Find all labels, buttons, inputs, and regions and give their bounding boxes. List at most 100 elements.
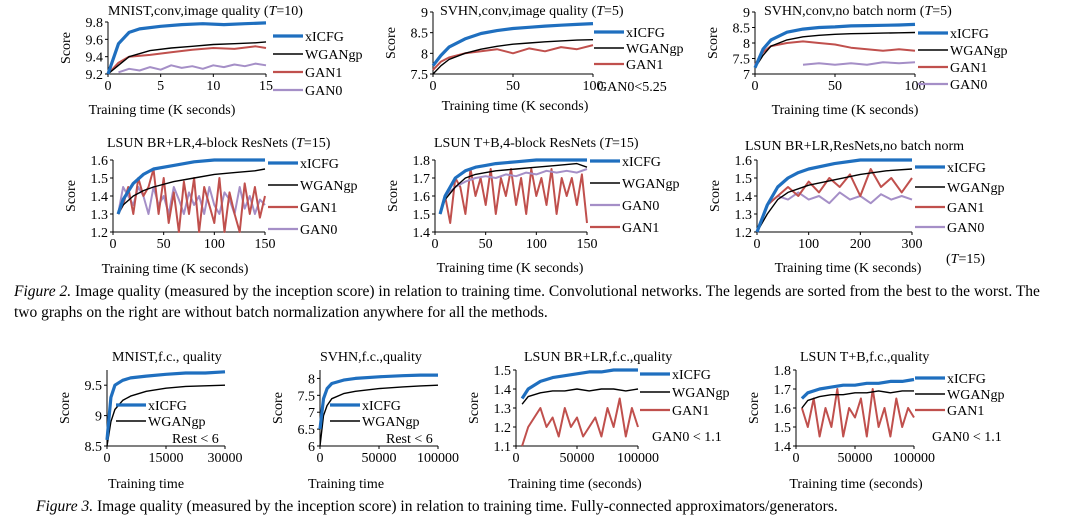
legend-label-wgangp: WGANgp bbox=[305, 48, 363, 63]
figure-3-caption-text: Image quality (measured by the inception… bbox=[93, 498, 838, 515]
chart-title-8: SVHN,f.c.,quality bbox=[320, 350, 422, 365]
x-tick-label-1: 15 bbox=[259, 79, 273, 94]
x-tick-label-7: 30000 bbox=[208, 451, 243, 466]
legend-label-gan1: GAN1 bbox=[947, 201, 984, 216]
x-tick-label-7: 0 bbox=[104, 451, 111, 466]
x-tick-label-8: 50000 bbox=[362, 451, 397, 466]
legend-label-gan1: GAN1 bbox=[947, 404, 984, 419]
y-tick-label-3: 7.5 bbox=[733, 53, 751, 68]
legend-label-xicfg: xICFG bbox=[300, 157, 339, 172]
y-tick-label-9: 1.3 bbox=[494, 402, 512, 417]
y-axis-label-3: Score bbox=[706, 27, 721, 59]
x-tick-label-4: 100 bbox=[204, 237, 225, 252]
y-tick-label-8: 7 bbox=[308, 406, 315, 421]
series-line-wgangp bbox=[319, 384, 439, 447]
legend-label-xicfg: xICFG bbox=[148, 399, 187, 414]
y-tick-label-6: 1.4 bbox=[735, 190, 753, 205]
series-line-xicfg bbox=[800, 377, 915, 400]
chart-title-4: LSUN BR+LR,4-block ResNets (T=15) bbox=[107, 136, 331, 151]
x-tick-label-7: 15000 bbox=[149, 451, 184, 466]
legend-label-wgangp: WGANgp bbox=[626, 42, 684, 57]
y-tick-label-1: 9.2 bbox=[86, 68, 104, 83]
legend-label-wgangp: WGANgp bbox=[947, 388, 1005, 403]
figure-2-caption-lead: Figure 2. bbox=[14, 283, 72, 300]
x-axis-label-10: Training time (seconds) bbox=[789, 477, 923, 492]
series-line-xicfg bbox=[753, 22, 916, 69]
series-line-wgangp bbox=[107, 41, 267, 75]
legend-label-xicfg: xICFG bbox=[947, 372, 986, 387]
legend-label-gan1: GAN1 bbox=[950, 61, 987, 76]
series-line-xicfg bbox=[116, 158, 265, 215]
x-axis-label-8: Training time bbox=[308, 477, 384, 492]
y-tick-label-2: 8 bbox=[421, 47, 428, 62]
x-axis-label-7: Training time bbox=[108, 477, 184, 492]
y-axis-label-2: Score bbox=[384, 27, 399, 59]
chart-panel-6: LSUN BR+LR,ResNets,no batch norm 1.2 1.3 1.… bbox=[708, 139, 1005, 276]
y-tick-label-9: 1.1 bbox=[494, 440, 512, 455]
chart-title-3: SVHN,conv,no batch norm (T=5) bbox=[764, 4, 952, 19]
x-tick-label-8: 100000 bbox=[417, 451, 459, 466]
y-tick-label-10: 1.7 bbox=[774, 383, 792, 398]
chart-note-8: Rest < 6 bbox=[386, 432, 433, 447]
x-axis-label-5: Training time (K seconds) bbox=[437, 261, 584, 276]
x-tick-label-4: 0 bbox=[110, 237, 117, 252]
series-line-xicfg bbox=[520, 368, 638, 400]
y-tick-label-1: 9.6 bbox=[86, 33, 104, 48]
legend-label-wgangp: WGANgp bbox=[148, 415, 206, 430]
y-tick-label-9: 1.2 bbox=[494, 421, 512, 436]
chart-note-2: GAN0<5.25 bbox=[597, 80, 667, 95]
x-tick-label-5: 50 bbox=[479, 237, 493, 252]
series-line-wgangp bbox=[754, 31, 916, 69]
chart-panel-1: MNIST,conv,image quality (T=10) 9.2 9.4 9.6… bbox=[59, 4, 363, 118]
series-line-gan1 bbox=[432, 44, 594, 71]
legend-label-wgangp: WGANgp bbox=[947, 181, 1005, 196]
x-tick-label-4: 150 bbox=[255, 237, 276, 252]
y-tick-label-4: 1.3 bbox=[91, 208, 109, 223]
series-line-wgangp bbox=[117, 168, 266, 215]
legend-label-gan0: GAN0 bbox=[950, 78, 987, 93]
chart-panel-7: MNIST,f.c., quality 8.5 9 9.5 0 15000 30000 Tra… bbox=[58, 350, 243, 492]
legend-label-xicfg: xICFG bbox=[672, 368, 711, 383]
chart-title-7: MNIST,f.c., quality bbox=[112, 350, 222, 365]
legend-label-xicfg: xICFG bbox=[626, 26, 665, 41]
legend-label-gan1: GAN1 bbox=[305, 66, 342, 81]
x-tick-label-2: 100 bbox=[583, 79, 604, 94]
legend-label-gan0: GAN0 bbox=[622, 199, 659, 214]
y-tick-label-8: 7.5 bbox=[298, 389, 316, 404]
series-line-gan1 bbox=[107, 45, 267, 75]
x-axis-label-9: Training time (seconds) bbox=[508, 477, 642, 492]
legend-label-wgangp: WGANgp bbox=[950, 44, 1008, 59]
x-tick-label-6: 200 bbox=[850, 237, 871, 252]
legend-label-gan1: GAN1 bbox=[622, 221, 659, 236]
chart-title-1: MNIST,conv,image quality (T=10) bbox=[108, 4, 303, 19]
x-tick-label-5: 150 bbox=[577, 237, 598, 252]
chart-note-7: Rest < 6 bbox=[172, 432, 219, 447]
x-tick-label-5: 0 bbox=[432, 237, 439, 252]
x-tick-label-5: 100 bbox=[526, 237, 547, 252]
x-tick-label-9: 100000 bbox=[617, 451, 659, 466]
x-tick-label-4: 50 bbox=[157, 237, 171, 252]
figure-2-caption: Figure 2. Image quality (measured by the… bbox=[14, 281, 1064, 323]
series-line-gan0 bbox=[802, 61, 916, 66]
chart-panel-8: SVHN,f.c.,quality 6 6.5 7 7.5 8 0 50000 100000 Tr… bbox=[271, 350, 459, 492]
x-axis-label-6: Training time (K seconds) bbox=[775, 261, 922, 276]
x-axis-label-1: Training time (K seconds) bbox=[89, 103, 236, 118]
series-line-gan0 bbox=[118, 62, 267, 74]
legend-label-gan0: GAN0 bbox=[300, 223, 337, 238]
y-tick-label-2: 7.5 bbox=[411, 68, 429, 83]
chart-title-10: LSUN T+B,f.c.,quality bbox=[800, 350, 929, 365]
y-axis-label-7: Score bbox=[58, 392, 73, 424]
y-tick-label-4: 1.5 bbox=[91, 172, 109, 187]
x-tick-label-9: 0 bbox=[513, 451, 520, 466]
series-line-xicfg bbox=[755, 158, 912, 233]
x-tick-label-3: 100 bbox=[905, 79, 926, 94]
y-tick-label-2: 9 bbox=[421, 6, 428, 21]
x-tick-label-1: 5 bbox=[157, 79, 164, 94]
series-line-gan1 bbox=[800, 388, 915, 438]
x-tick-label-1: 10 bbox=[206, 79, 220, 94]
series-line-xicfg bbox=[431, 22, 594, 67]
chart-title-6: LSUN BR+LR,ResNets,no batch norm bbox=[745, 139, 964, 154]
chart-title-2: SVHN,conv,image quality (T=5) bbox=[440, 4, 624, 19]
series-line-wgangp bbox=[521, 388, 639, 405]
y-tick-label-6: 1.5 bbox=[735, 172, 753, 187]
